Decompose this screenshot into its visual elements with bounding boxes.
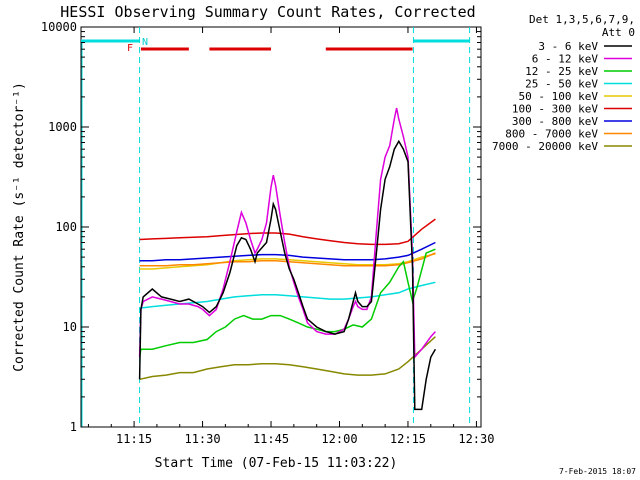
legend-header: Det 1,3,5,6,7,9, [529, 13, 635, 26]
y-tick-label: 10 [63, 320, 77, 334]
y-tick-label: 1 [70, 420, 77, 434]
x-tick-label: 11:30 [184, 432, 220, 446]
night-marker-label: N [142, 37, 148, 48]
series-line-4 [139, 281, 436, 310]
series-line-9 [139, 336, 436, 381]
x-tick-label: 11:45 [253, 432, 289, 446]
legend-entry-label: 25 - 50 keV [525, 78, 598, 91]
legend-entry-label: 3 - 6 keV [538, 40, 598, 53]
y-tick-label: 100 [55, 220, 77, 234]
y-tick-label: 1000 [48, 120, 77, 134]
series-line-1 [138, 139, 437, 411]
legend-entry-label: 7000 - 20000 keV [492, 140, 598, 153]
legend-entry-label: 800 - 7000 keV [505, 128, 598, 141]
series-line-8 [139, 252, 436, 267]
x-tick-label: 11:15 [116, 432, 152, 446]
legend-entry-label: 50 - 100 keV [519, 90, 599, 103]
series-line-7 [139, 241, 436, 262]
series-line-6 [139, 218, 436, 246]
y-axis: 1 10 100 1000 10000 [41, 20, 481, 434]
x-axis-label: Start Time (07-Feb-15 11:03:22) [155, 456, 398, 471]
timestamp: 7-Feb-2015 18:07 [559, 467, 636, 476]
series-layer [138, 107, 437, 411]
x-tick-label: 12:30 [458, 432, 494, 446]
x-tick-label: 12:00 [321, 432, 357, 446]
legend-entry-label: 300 - 800 keV [512, 115, 598, 128]
y-tick-label: 10000 [41, 20, 77, 34]
x-tick-label: 12:15 [390, 432, 426, 446]
series-line-5 [139, 253, 436, 270]
plot-area: F N [80, 26, 482, 428]
legend-entry-label: 6 - 12 keV [532, 53, 599, 66]
x-axis: 11:15 11:30 11:45 12:00 12:15 12:30 [87, 27, 494, 446]
series-line-3 [138, 248, 436, 358]
flare-marker-label: F [127, 43, 133, 54]
legend-entry-label: 100 - 300 keV [512, 103, 598, 116]
y-axis-label: Corrected Count Rate (s⁻¹ detector⁻¹) [12, 82, 27, 372]
chart-title: HESSI Observing Summary Count Rates, Cor… [60, 3, 475, 21]
plot-frame [80, 26, 482, 428]
legend-header-att: Att 0 [602, 26, 635, 39]
series-line-2 [138, 107, 436, 360]
legend-entry-label: 12 - 25 keV [525, 65, 598, 78]
